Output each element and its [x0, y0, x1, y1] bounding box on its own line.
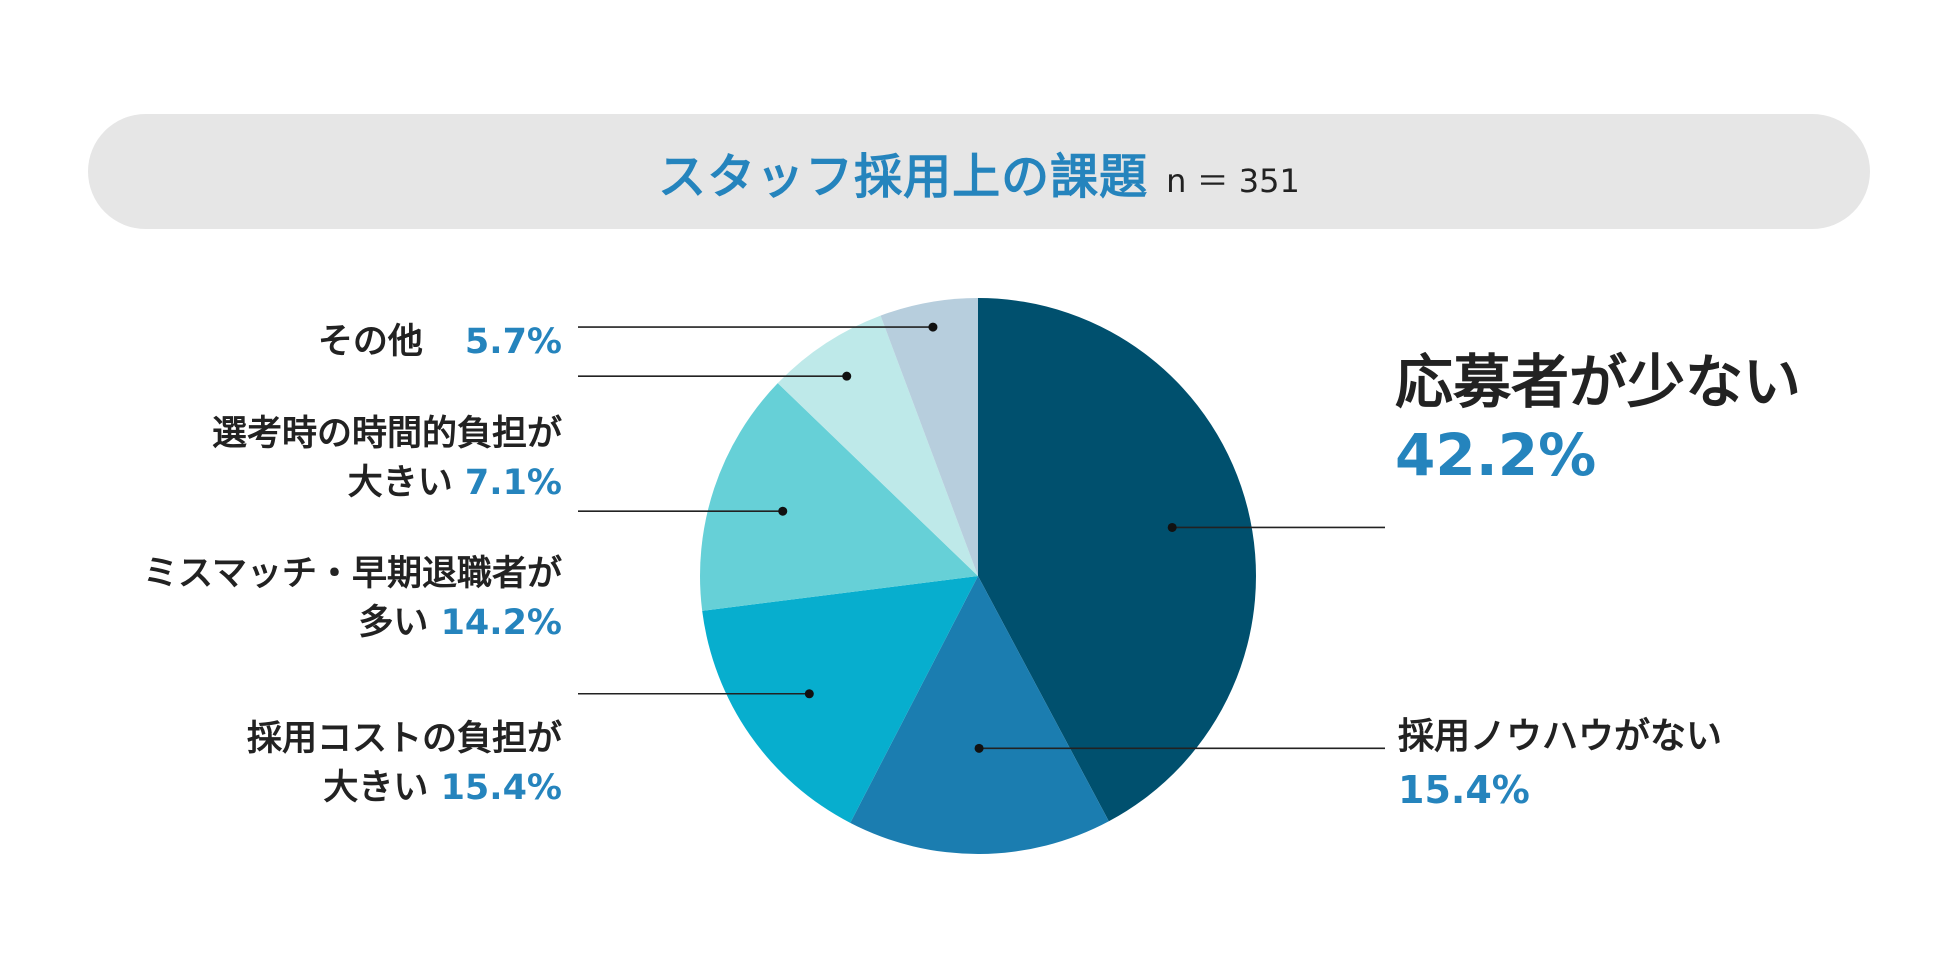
pie-slice-s6 [880, 298, 978, 576]
label-cost-burden: 採用コストの負担が 大きい 15.4% [42, 715, 562, 813]
label-selection-burden: 選考時の時間的負担が 大きい 7.1% [42, 410, 562, 508]
label-mismatch: ミスマッチ・早期退職者が 多い 14.2% [42, 550, 562, 648]
label-few-applicants: 応募者が少ない [1395, 348, 1802, 416]
label-other: その他 5.7% [42, 318, 562, 367]
label-selection-burden-line2: 大きい [347, 463, 453, 503]
label-mismatch-line2: 多い [358, 603, 429, 643]
label-mismatch-pct: 14.2% [440, 603, 562, 643]
chart-title: スタッフ採用上の課題 [658, 148, 1149, 205]
leader-dot-s6 [928, 322, 938, 332]
leader-dot-s4 [778, 506, 788, 516]
leader-dot-s5 [842, 371, 852, 381]
label-cost-burden-line1: 採用コストの負担が [246, 719, 562, 759]
pie-slice-s4 [700, 383, 978, 611]
label-selection-burden-pct: 7.1% [464, 463, 562, 503]
leader-dot-s3 [804, 689, 814, 699]
leader-dot-s1 [1167, 522, 1177, 532]
pie-slice-s1 [978, 298, 1257, 822]
label-cost-burden-line2: 大きい [323, 768, 429, 808]
leader-lines [578, 322, 1385, 753]
sample-size: n ＝ 351 [1166, 161, 1300, 200]
label-mismatch-line1: ミスマッチ・早期退職者が [143, 554, 562, 594]
leader-dot-s2 [974, 743, 984, 753]
label-other-name: その他 [317, 322, 423, 362]
pie-slice-s5 [777, 315, 978, 576]
pie-slice-s3 [702, 576, 978, 823]
label-cost-burden-pct: 15.4% [440, 768, 562, 808]
pie-slice-s2 [850, 576, 1109, 855]
label-other-pct: 5.7% [464, 322, 562, 362]
label-selection-burden-line1: 選考時の時間的負担が [211, 414, 562, 454]
title-banner: スタッフ採用上の課題 n ＝ 351 [88, 114, 1870, 229]
label-few-applicants-pct: 42.2% [1395, 421, 1597, 489]
pie-slices [700, 298, 1257, 855]
label-no-knowhow-pct: 15.4% [1398, 768, 1530, 812]
label-no-knowhow: 採用ノウハウがない [1398, 716, 1723, 757]
